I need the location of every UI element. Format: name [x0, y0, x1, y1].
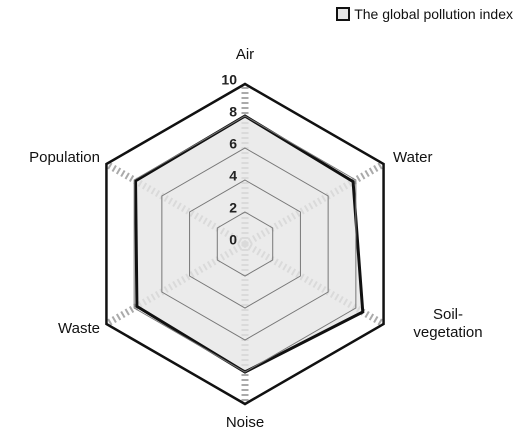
r-tick-label: 4 — [229, 168, 237, 184]
legend-label: The global pollution index — [354, 6, 513, 22]
r-tick-label: 0 — [229, 232, 237, 248]
data-area — [134, 114, 365, 374]
category-label: Noise — [225, 414, 265, 431]
grid-ring — [189, 179, 301, 309]
grid-ring — [133, 115, 357, 373]
legend: The global pollution index — [336, 6, 513, 22]
r-tick-label: 2 — [229, 200, 237, 216]
category-label: Soil-vegetation — [413, 306, 483, 341]
grid-ring — [216, 211, 274, 277]
category-label: Air — [235, 46, 255, 63]
r-tick-label: 10 — [221, 72, 237, 88]
r-tick-label: 6 — [229, 136, 237, 152]
grid-ring — [105, 82, 385, 406]
category-label: Population — [29, 149, 100, 166]
legend-swatch — [336, 7, 351, 21]
r-tick-label: 8 — [229, 104, 237, 120]
category-label: Waste — [58, 320, 100, 337]
category-label: Water — [393, 149, 433, 166]
grid-ring — [161, 147, 329, 341]
